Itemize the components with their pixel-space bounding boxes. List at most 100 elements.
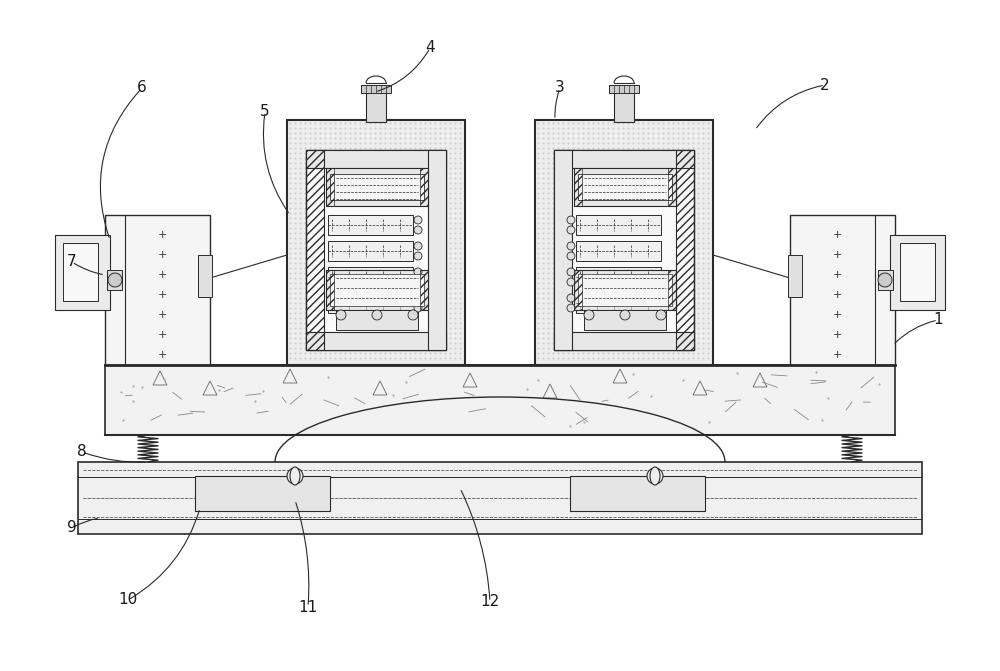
Bar	[195, 476, 330, 511]
Text: +: +	[158, 270, 167, 280]
Bar	[326, 270, 428, 310]
Bar	[328, 293, 413, 313]
Bar	[107, 270, 122, 290]
Text: 3: 3	[555, 81, 565, 95]
Bar	[576, 215, 661, 235]
Text: +: +	[158, 250, 167, 260]
Bar	[328, 241, 413, 261]
Bar	[554, 332, 694, 350]
Text: 2: 2	[820, 77, 830, 93]
Bar	[420, 168, 428, 206]
Ellipse shape	[290, 467, 300, 485]
Bar	[306, 332, 446, 350]
Bar	[306, 150, 446, 350]
Bar	[287, 120, 465, 365]
Circle shape	[287, 468, 303, 484]
Bar	[578, 174, 672, 200]
Circle shape	[414, 216, 422, 224]
Bar	[306, 150, 446, 168]
Circle shape	[414, 304, 422, 312]
Circle shape	[567, 226, 575, 234]
Text: +: +	[158, 330, 167, 340]
Text: 8: 8	[77, 444, 87, 460]
Text: 11: 11	[298, 599, 318, 615]
Bar	[428, 150, 446, 350]
Bar	[554, 150, 694, 350]
Bar	[198, 255, 212, 297]
Bar	[574, 270, 676, 310]
Bar	[578, 274, 672, 306]
Bar	[105, 215, 210, 365]
Circle shape	[567, 268, 575, 276]
Text: +: +	[158, 350, 167, 360]
Text: +: +	[158, 310, 167, 320]
Circle shape	[567, 304, 575, 312]
Text: 5: 5	[260, 105, 270, 119]
Circle shape	[372, 310, 382, 320]
Bar	[306, 150, 324, 350]
Text: +: +	[833, 250, 842, 260]
Circle shape	[647, 468, 663, 484]
Text: 4: 4	[425, 40, 435, 56]
Bar	[63, 243, 98, 301]
Text: +: +	[833, 270, 842, 280]
Bar	[890, 235, 945, 310]
Bar	[668, 270, 676, 310]
Circle shape	[414, 278, 422, 286]
Bar	[614, 90, 634, 122]
Circle shape	[567, 294, 575, 302]
Ellipse shape	[650, 467, 660, 485]
Bar	[576, 267, 661, 287]
Bar	[336, 310, 418, 330]
Text: +: +	[158, 230, 167, 240]
Bar	[790, 215, 895, 365]
Text: 12: 12	[480, 595, 500, 609]
Circle shape	[414, 226, 422, 234]
Bar	[788, 255, 802, 297]
Circle shape	[878, 273, 892, 287]
Text: 10: 10	[118, 592, 138, 607]
Circle shape	[414, 294, 422, 302]
Bar	[574, 270, 582, 310]
Bar	[554, 150, 694, 168]
Bar	[105, 365, 895, 435]
Bar	[326, 168, 428, 206]
Text: 7: 7	[67, 254, 77, 270]
Bar	[330, 274, 424, 306]
Circle shape	[336, 310, 346, 320]
Bar	[878, 270, 893, 290]
Text: +: +	[833, 330, 842, 340]
Circle shape	[620, 310, 630, 320]
Circle shape	[108, 273, 122, 287]
Circle shape	[567, 216, 575, 224]
Bar	[361, 85, 391, 93]
Bar	[554, 150, 572, 350]
Bar	[584, 310, 666, 330]
Bar	[676, 150, 694, 350]
Circle shape	[414, 242, 422, 250]
Bar	[574, 168, 676, 206]
Circle shape	[584, 310, 594, 320]
Bar	[420, 270, 428, 310]
Bar	[55, 235, 110, 310]
Text: 6: 6	[137, 81, 147, 95]
Bar	[570, 476, 705, 511]
Text: +: +	[833, 310, 842, 320]
Circle shape	[414, 268, 422, 276]
Bar	[328, 267, 413, 287]
Bar	[576, 241, 661, 261]
Text: +: +	[158, 290, 167, 300]
Circle shape	[567, 252, 575, 260]
Text: 1: 1	[933, 313, 943, 327]
Circle shape	[656, 310, 666, 320]
Bar	[326, 270, 334, 310]
Bar	[574, 168, 582, 206]
Circle shape	[567, 242, 575, 250]
Text: +: +	[833, 350, 842, 360]
Circle shape	[408, 310, 418, 320]
Bar	[328, 215, 413, 235]
Bar	[366, 90, 386, 122]
Bar	[330, 174, 424, 200]
Text: +: +	[833, 230, 842, 240]
Text: +: +	[833, 290, 842, 300]
